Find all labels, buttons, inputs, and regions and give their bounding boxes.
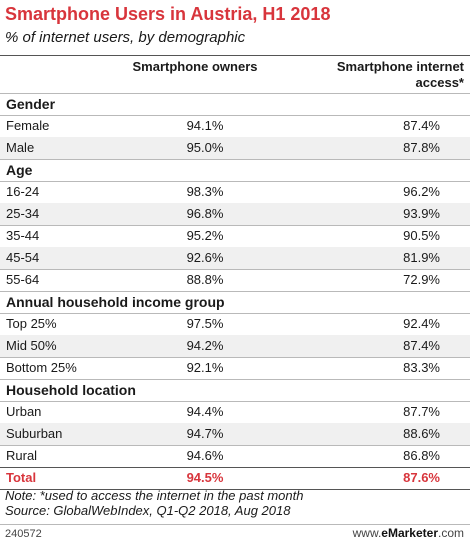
row-label: Age <box>6 162 33 178</box>
row-divider <box>0 313 470 314</box>
value-internet-access: 86.8% <box>403 448 440 463</box>
value-internet-access: 88.6% <box>403 426 440 441</box>
brand-prefix: www. <box>352 526 382 540</box>
table-row: Female 94.1% 87.4% <box>0 115 470 137</box>
row-label: 16-24 <box>6 184 40 199</box>
row-label: Gender <box>6 96 56 112</box>
value-smartphone-owners: 95.0% <box>186 140 224 155</box>
value-internet-access: 83.3% <box>403 360 440 375</box>
value-internet-access: 92.4% <box>403 316 440 331</box>
brand-suffix: .com <box>437 526 464 540</box>
value-smartphone-owners: 96.8% <box>186 206 224 221</box>
row-divider <box>0 379 470 380</box>
group-header-row: Household location <box>0 379 470 401</box>
table-row: 35-44 95.2% 90.5% <box>0 225 470 247</box>
chart-id: 240572 <box>5 528 42 540</box>
value-smartphone-owners: 92.6% <box>186 250 224 265</box>
chart-title: Smartphone Users in Austria, H1 2018 <box>5 4 331 24</box>
value-smartphone-owners: 94.5% <box>186 470 224 485</box>
table-row: Male 95.0% 87.8% <box>0 137 470 159</box>
row-divider <box>0 181 470 182</box>
value-internet-access: 87.7% <box>403 404 440 419</box>
value-smartphone-owners: 94.2% <box>186 338 224 353</box>
value-smartphone-owners: 92.1% <box>186 360 224 375</box>
source-text: Source: GlobalWebIndex, Q1-Q2 2018, Aug … <box>5 503 291 518</box>
row-label: Mid 50% <box>6 338 57 353</box>
header-top-rule <box>0 55 470 56</box>
value-internet-access: 72.9% <box>403 272 440 287</box>
row-label: Top 25% <box>6 316 57 331</box>
table-row: 25-34 96.8% 93.9% <box>0 203 470 225</box>
table-row: Bottom 25% 92.1% 83.3% <box>0 357 470 379</box>
table-row: Rural 94.6% 86.8% <box>0 445 470 467</box>
row-label: 25-34 <box>6 206 40 221</box>
value-smartphone-owners: 94.7% <box>186 426 224 441</box>
row-label: Household location <box>6 382 136 398</box>
value-internet-access: 81.9% <box>403 250 440 265</box>
row-divider <box>0 401 470 402</box>
row-divider <box>0 93 470 94</box>
row-label: 55-64 <box>6 272 40 287</box>
footnote: Note: *used to access the internet in th… <box>5 488 303 518</box>
table-row: Suburban 94.7% 88.6% <box>0 423 470 445</box>
row-label: Urban <box>6 404 42 419</box>
brand-logo: www.eMarketer.com <box>353 526 464 540</box>
footer-rule <box>0 524 470 525</box>
value-smartphone-owners: 94.4% <box>186 404 224 419</box>
value-smartphone-owners: 95.2% <box>186 228 224 243</box>
row-label: 45-54 <box>6 250 40 265</box>
column-header-internet-access: Smartphone internet access* <box>300 59 470 91</box>
column-header-smartphone-owners: Smartphone owners <box>132 59 258 74</box>
row-divider <box>0 357 470 358</box>
table-row: Top 25% 97.5% 92.4% <box>0 313 470 335</box>
table-row: 16-24 98.3% 96.2% <box>0 181 470 203</box>
total-row: Total 94.5% 87.6% <box>0 467 470 489</box>
value-internet-access: 93.9% <box>403 206 440 221</box>
row-divider <box>0 489 470 490</box>
value-smartphone-owners: 94.6% <box>186 448 224 463</box>
brand-name: eMarketer <box>381 526 438 540</box>
value-internet-access: 87.8% <box>403 140 440 155</box>
row-divider <box>0 291 470 292</box>
column-header-internet-access-line2: access* <box>415 75 464 90</box>
group-header-row: Annual household income group <box>0 291 470 313</box>
group-header-row: Age <box>0 159 470 181</box>
table-row: 45-54 92.6% 81.9% <box>0 247 470 269</box>
row-divider <box>0 467 470 468</box>
value-internet-access: 90.5% <box>403 228 440 243</box>
row-label: Male <box>6 140 35 155</box>
value-internet-access: 87.4% <box>403 118 440 133</box>
note-text: Note: *used to access the internet in th… <box>5 488 304 503</box>
row-label: Female <box>6 118 50 133</box>
value-smartphone-owners: 88.8% <box>186 272 224 287</box>
column-header-internet-access-line1: Smartphone internet <box>336 59 464 74</box>
row-label: Suburban <box>6 426 63 441</box>
chart-subtitle: % of internet users, by demographic <box>5 29 246 46</box>
row-divider <box>0 225 470 226</box>
row-divider <box>0 445 470 446</box>
row-label: Total <box>6 470 37 485</box>
row-divider <box>0 159 470 160</box>
row-label: 35-44 <box>6 228 40 243</box>
group-header-row: Gender <box>0 93 470 115</box>
table-row: Urban 94.4% 87.7% <box>0 401 470 423</box>
row-divider <box>0 115 470 116</box>
value-internet-access: 87.4% <box>403 338 440 353</box>
value-smartphone-owners: 98.3% <box>186 184 224 199</box>
row-label: Bottom 25% <box>6 360 77 375</box>
table-row: 55-64 88.8% 72.9% <box>0 269 470 291</box>
row-divider <box>0 269 470 270</box>
value-smartphone-owners: 97.5% <box>186 316 224 331</box>
table-row: Mid 50% 94.2% 87.4% <box>0 335 470 357</box>
value-internet-access: 87.6% <box>403 470 440 485</box>
value-smartphone-owners: 94.1% <box>186 118 224 133</box>
row-label: Rural <box>6 448 38 463</box>
value-internet-access: 96.2% <box>403 184 440 199</box>
row-label: Annual household income group <box>6 294 225 310</box>
